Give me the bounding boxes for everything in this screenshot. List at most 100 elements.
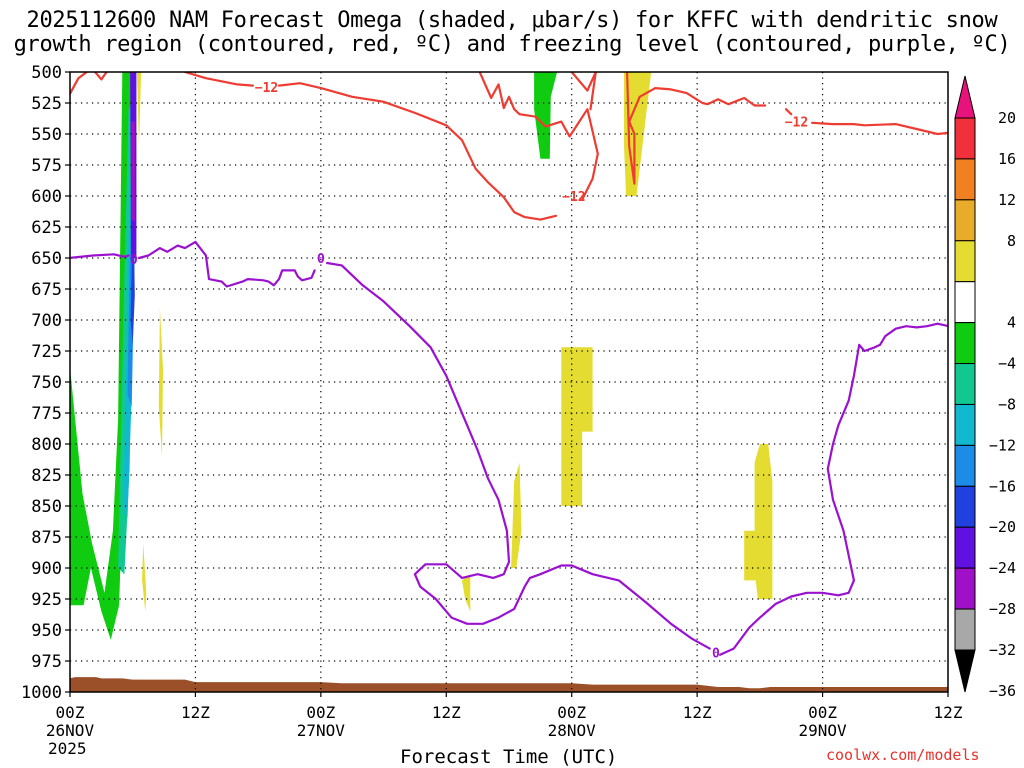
omega-region-10 <box>534 72 558 159</box>
colorbar-label-9: −20 <box>989 518 1016 536</box>
y-tick-label-700: 700 <box>31 311 62 331</box>
terrain-layer <box>70 677 948 692</box>
y-tick-label-675: 675 <box>31 280 62 300</box>
y-tick-label-725: 725 <box>31 342 62 362</box>
contour-minus12-label-1: −12 <box>562 190 585 205</box>
colorbar-bin-11 <box>954 567 976 610</box>
omega-region-7 <box>136 72 142 147</box>
contour-minus12-segment-5 <box>589 72 597 111</box>
colorbar-label-13: −36 <box>989 682 1016 700</box>
contour-minus12-segment-8 <box>784 108 793 116</box>
y-tick-label-625: 625 <box>31 218 62 238</box>
colorbar-label-1: 16 <box>998 150 1016 168</box>
y-tick-label-900: 900 <box>31 559 62 579</box>
y-tick-label-875: 875 <box>31 528 62 548</box>
y-tick-label-500: 500 <box>31 63 62 83</box>
omega-region-11 <box>462 574 471 612</box>
y-tick-label-950: 950 <box>31 621 62 641</box>
y-tick-label-800: 800 <box>31 435 62 455</box>
x-tick-label-0-2: 2025 <box>48 739 87 758</box>
colorbar-bin-7 <box>954 403 976 446</box>
colorbar: 20 16 12 8 4 −4 −8 −12 −16 −20 −24 −28 −32 −36 <box>954 75 1016 700</box>
contour-minus12-segment-2 <box>183 72 254 87</box>
y-tick-label-600: 600 <box>31 187 62 207</box>
contour-minus12-label-2: −12 <box>785 116 808 131</box>
colorbar-bin-12 <box>954 608 976 651</box>
y-tick-label-750: 750 <box>31 373 62 393</box>
omega-region-15 <box>744 444 773 599</box>
colorbar-label-7: −12 <box>989 436 1016 454</box>
omega-region-6 <box>131 121 135 221</box>
x-tick-label-36-0: 12Z <box>432 703 461 722</box>
y-tick-label-575: 575 <box>31 156 62 176</box>
colorbar-bin-1 <box>954 158 976 201</box>
colorbar-bin-5 <box>954 322 976 365</box>
y-tick-label-850: 850 <box>31 497 62 517</box>
y-tick-label-525: 525 <box>31 94 62 114</box>
plot-border <box>69 71 949 693</box>
colorbar-bin-10 <box>954 526 976 569</box>
x-tick-label-60-0: 12Z <box>683 703 712 722</box>
chart-title-line-1: 2025112600 NAM Forecast Omega (shaded, μ… <box>26 8 998 33</box>
contour-zero-segment-0 <box>70 253 130 260</box>
contour-minus12-segment-1 <box>93 72 108 81</box>
contour-minus12-segment-4 <box>478 72 599 201</box>
contour-minus12-segment-9 <box>810 121 948 136</box>
omega-region-13 <box>561 347 593 506</box>
x-tick-label-48-1: 28NOV <box>548 721 597 740</box>
y-tick-label-775: 775 <box>31 404 62 424</box>
y-axis: 500 525 550 575 600 625 650 675 700 725 750 775 800 8… <box>21 63 70 703</box>
colorbar-bottom-triangle <box>954 649 976 693</box>
colorbar-bin-0 <box>954 117 976 160</box>
plot-frame <box>69 71 949 693</box>
colorbar-bin-6 <box>954 363 976 405</box>
x-tick-label-12-0: 12Z <box>181 703 210 722</box>
grid-layer <box>70 72 948 692</box>
contour-layer: −12 −12 −12 0 0 0 <box>70 72 948 661</box>
colorbar-bin-9 <box>954 485 976 528</box>
y-tick-label-975: 975 <box>31 652 62 672</box>
x-tick-label-0-0: 00Z <box>56 703 85 722</box>
colorbar-label-11: −28 <box>989 600 1016 618</box>
colorbar-label-12: −32 <box>989 641 1016 659</box>
omega-region-9 <box>158 307 163 457</box>
y-tick-label-825: 825 <box>31 466 62 486</box>
x-tick-label-72-1: 29NOV <box>798 721 847 740</box>
colorbar-label-0: 20 <box>998 109 1016 127</box>
contour-minus12-segment-0 <box>70 72 88 97</box>
y-tick-label-550: 550 <box>31 125 62 145</box>
contour-zero-segment-1 <box>137 240 316 288</box>
omega-region-0 <box>70 72 134 640</box>
x-tick-label-48-0: 00Z <box>557 703 586 722</box>
colorbar-top-triangle <box>954 75 976 119</box>
contour-minus12-segment-6 <box>570 72 597 92</box>
contour-minus12-label-0: −12 <box>255 81 278 96</box>
x-axis-title: Forecast Time (UTC) <box>400 746 618 768</box>
y-tick-label-925: 925 <box>31 590 62 610</box>
colorbar-label-2: 12 <box>998 191 1016 209</box>
x-tick-label-24-1: 27NOV <box>297 721 346 740</box>
colorbar-label-4: 4 <box>1007 314 1016 332</box>
contour-zero-label-1: 0 <box>317 252 325 267</box>
colorbar-bin-4 <box>954 281 976 324</box>
omega-region-12 <box>511 462 522 568</box>
watermark: coolwx.com/models <box>826 746 980 764</box>
chart-title-line-2: growth region (contoured, red, ºC) and f… <box>13 32 1011 57</box>
contour-zero-segment-3 <box>718 322 948 656</box>
x-tick-label-24-0: 00Z <box>306 703 335 722</box>
colorbar-label-10: −24 <box>989 559 1016 577</box>
contour-zero-label-2: 0 <box>712 646 720 661</box>
omega-region-8 <box>142 543 147 612</box>
y-tick-label-650: 650 <box>31 249 62 269</box>
colorbar-label-8: −16 <box>989 477 1016 495</box>
y-tick-label-1000: 1000 <box>21 683 62 703</box>
x-tick-label-84-0: 12Z <box>934 703 963 722</box>
contour-minus12-segment-7 <box>625 72 767 185</box>
omega-shading-layer <box>70 72 773 640</box>
colorbar-bin-2 <box>954 199 976 242</box>
colorbar-label-3: 8 <box>1007 232 1016 250</box>
contour-zero-segment-2 <box>326 261 711 650</box>
x-tick-label-0-1: 26NOV <box>46 721 95 740</box>
